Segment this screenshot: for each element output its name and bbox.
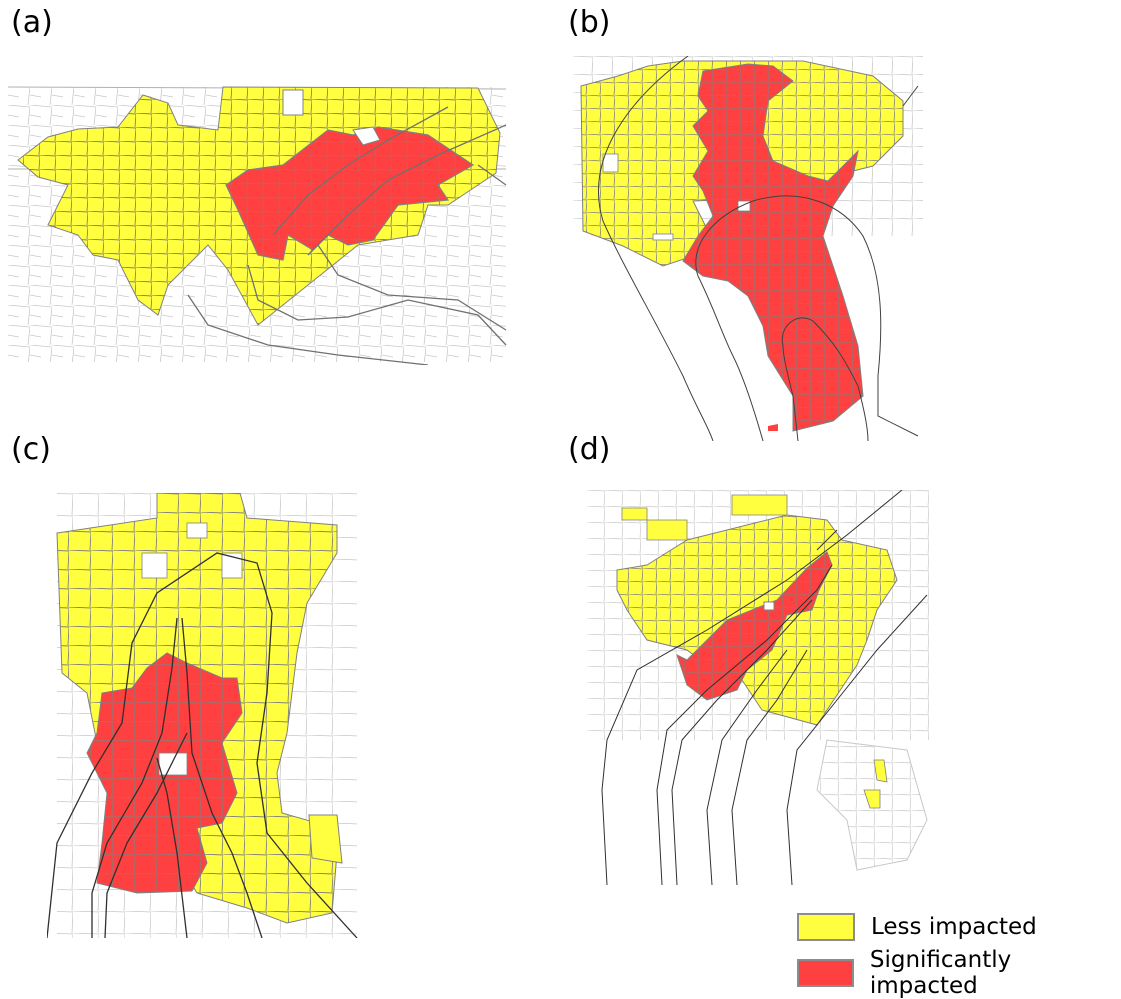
legend-label: Less impacted bbox=[871, 914, 1037, 940]
legend-swatch-red bbox=[797, 959, 854, 987]
map-panel-b bbox=[573, 56, 923, 441]
legend-label: Significantly impacted bbox=[869, 947, 1012, 999]
panel-label-d: (d) bbox=[568, 432, 611, 467]
panel-label-a: (a) bbox=[11, 5, 53, 40]
legend-swatch-yellow bbox=[797, 913, 855, 941]
storm-track-lines bbox=[187, 106, 507, 365]
map-panel-d bbox=[587, 490, 929, 885]
legend: Less impacted Significantly impacted bbox=[797, 904, 1121, 999]
storm-track-lines bbox=[598, 56, 919, 441]
map-panel-a bbox=[8, 85, 508, 365]
map-panel-c bbox=[47, 493, 362, 938]
legend-item-less-impacted: Less impacted bbox=[797, 904, 1121, 950]
legend-item-significantly-impacted: Significantly impacted bbox=[797, 947, 1121, 999]
panel-label-c: (c) bbox=[11, 432, 51, 467]
storm-track-lines bbox=[47, 552, 358, 938]
storm-track-lines bbox=[601, 490, 928, 885]
panel-label-b: (b) bbox=[568, 5, 611, 40]
